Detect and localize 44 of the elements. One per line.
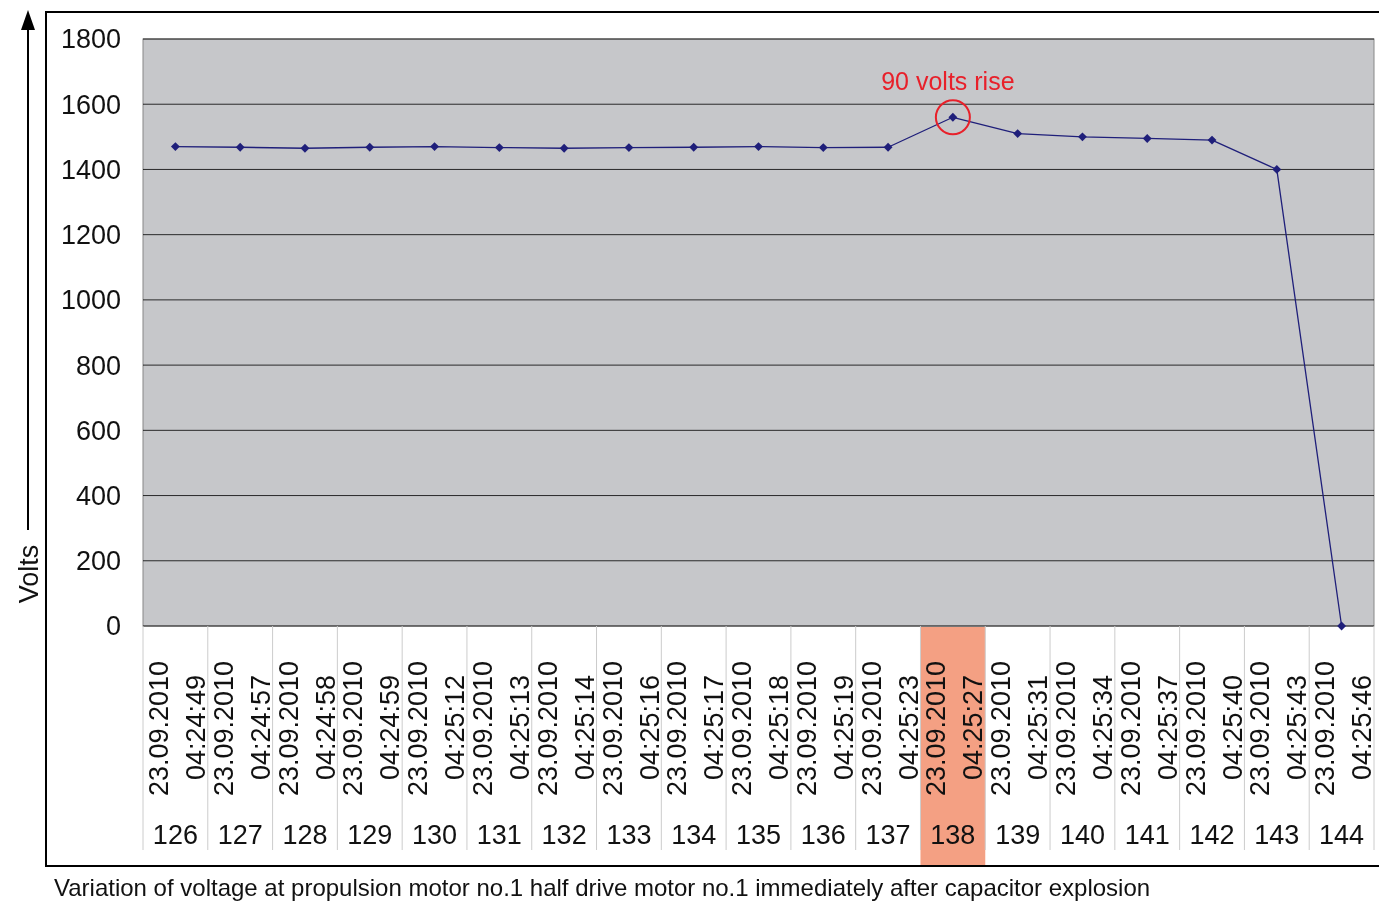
category-label: 23.09.2010 04:24:57 127 bbox=[208, 660, 276, 850]
category-label: 23.09.2010 04:25:16 133 bbox=[597, 660, 665, 850]
point bbox=[235, 142, 245, 152]
point bbox=[1272, 165, 1282, 174]
point bbox=[818, 143, 828, 153]
y-tick-label: 200 bbox=[75, 546, 121, 577]
point bbox=[1337, 621, 1347, 631]
category-label: 23.09.2010 04:25:17 134 bbox=[662, 660, 730, 850]
y-tick-label: 1400 bbox=[60, 154, 121, 185]
y-tick-label: 1200 bbox=[60, 220, 121, 251]
y-tick-label: 1600 bbox=[60, 89, 121, 120]
point bbox=[1078, 132, 1087, 142]
y-tick-label: 1800 bbox=[60, 24, 121, 55]
point bbox=[1207, 135, 1217, 145]
point bbox=[883, 142, 893, 152]
category-label: 23.09.2010 04:24:49 126 bbox=[144, 660, 211, 850]
annotation: 90 volts rise bbox=[881, 67, 1015, 96]
point bbox=[1013, 129, 1023, 138]
y-tick-label: 400 bbox=[75, 481, 121, 512]
point bbox=[559, 143, 569, 153]
y-tick-label: 0 bbox=[105, 611, 121, 642]
category-label: 23.09.2010 04:25:43 143 bbox=[1245, 660, 1313, 850]
point bbox=[170, 142, 180, 152]
category-label: 23.09.2010 04:25:14 132 bbox=[532, 660, 600, 850]
point bbox=[430, 142, 439, 152]
category-label: 23.09.2010 04:25:31 139 bbox=[986, 660, 1054, 850]
point bbox=[754, 142, 763, 152]
point bbox=[300, 143, 310, 153]
y-tick-label: 800 bbox=[75, 350, 121, 381]
point bbox=[365, 142, 375, 152]
category-label: 23.09.2010 04:24:59 129 bbox=[338, 660, 406, 850]
category-label: 23.09.2010 04:25:46 144 bbox=[1310, 660, 1378, 850]
point bbox=[624, 143, 634, 153]
y-tick-label: 600 bbox=[75, 415, 121, 446]
category-label: 23.09.2010 04:24:58 128 bbox=[273, 660, 341, 850]
y-axis-title: Volts bbox=[14, 544, 44, 604]
category-label: 23.09.2010 04:25:27 138 bbox=[921, 660, 989, 850]
category-label: 23.09.2010 04:25:23 137 bbox=[856, 660, 924, 850]
y-tick-label: 1000 bbox=[60, 285, 121, 316]
point bbox=[1142, 134, 1152, 143]
point bbox=[689, 142, 699, 152]
category-label: 23.09.2010 04:25:40 142 bbox=[1180, 660, 1248, 850]
point bbox=[494, 143, 504, 153]
text: Variation of voltage at propulsion motor no.1 half drive motor no.1 immediately after capacitor explosion bbox=[54, 874, 1151, 901]
